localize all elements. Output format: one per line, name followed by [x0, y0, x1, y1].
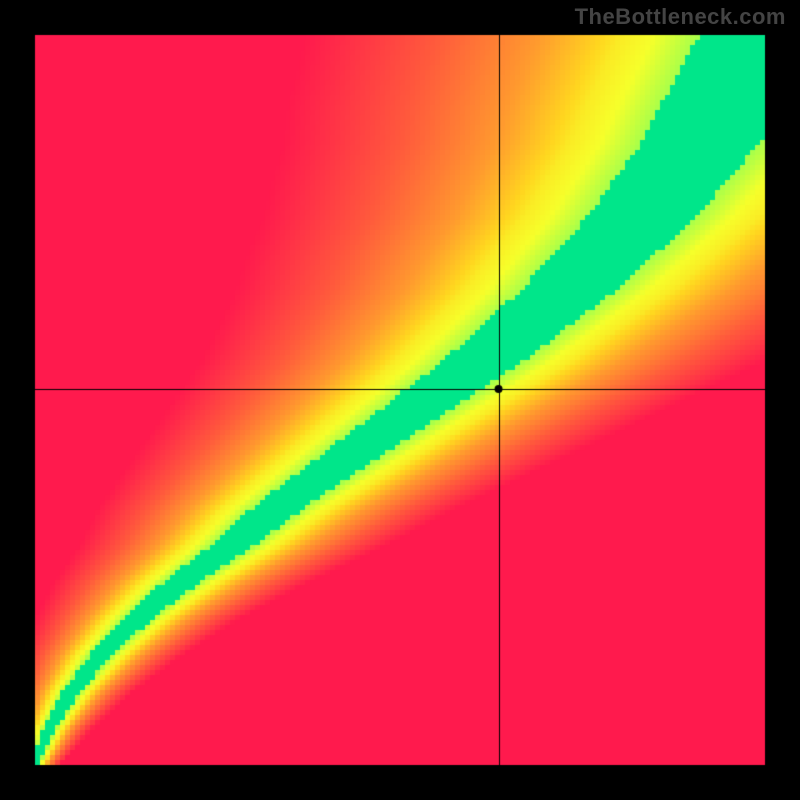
watermark-text: TheBottleneck.com: [575, 4, 786, 30]
bottleneck-heatmap: [0, 0, 800, 800]
